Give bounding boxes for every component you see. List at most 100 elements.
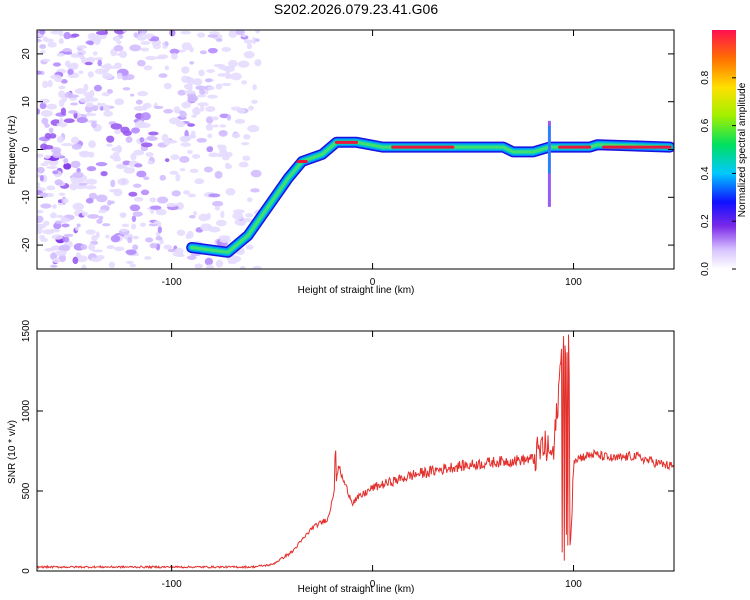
noise-blob	[238, 221, 246, 227]
noise-blob	[61, 143, 73, 147]
noise-blob	[200, 223, 213, 232]
noise-blob	[252, 265, 262, 269]
noise-blob	[195, 85, 206, 91]
noise-blob	[46, 103, 58, 110]
noise-blob	[204, 257, 214, 266]
noise-blob	[109, 154, 121, 160]
noise-blob	[186, 255, 197, 260]
noise-blob	[194, 178, 205, 185]
noise-blob	[215, 219, 227, 227]
noise-blob	[37, 223, 43, 231]
noise-blob	[52, 62, 61, 67]
noise-blob	[84, 61, 93, 66]
noise-blob	[52, 257, 61, 264]
noise-blob	[145, 55, 157, 61]
noise-blob	[140, 142, 153, 148]
noise-blob	[147, 160, 154, 165]
noise-blob	[219, 131, 227, 135]
noise-blob	[131, 127, 140, 134]
noise-blob	[136, 170, 147, 178]
noise-blob	[93, 84, 102, 92]
noise-blob	[97, 59, 103, 67]
noise-blob	[215, 83, 223, 90]
noise-blob	[131, 215, 137, 223]
noise-blob	[153, 105, 164, 109]
noise-blob	[243, 39, 254, 44]
noise-blob	[96, 218, 103, 224]
noise-blob	[221, 47, 232, 52]
noise-blob	[208, 152, 220, 158]
noise-blob	[254, 59, 262, 67]
noise-blob	[226, 114, 232, 121]
noise-blob	[50, 264, 58, 268]
noise-blob	[206, 69, 216, 73]
noise-blob	[248, 105, 254, 111]
noise-blob	[40, 203, 52, 209]
noise-blob	[198, 213, 210, 222]
noise-blob	[246, 42, 252, 50]
noise-blob	[217, 153, 222, 158]
noise-blob	[113, 62, 122, 69]
spec-ytick-label: -10	[21, 190, 32, 205]
noise-blob	[72, 202, 84, 211]
noise-blob	[152, 43, 161, 50]
noise-blob	[163, 244, 173, 250]
colorbar-label: Normalized spectral amplitude	[737, 82, 748, 217]
noise-blob	[161, 133, 169, 142]
noise-blob	[116, 72, 123, 80]
noise-blob	[191, 153, 201, 159]
noise-blob	[221, 153, 230, 161]
noise-blob	[92, 249, 104, 253]
noise-blob	[215, 259, 224, 268]
noise-blob	[180, 142, 192, 147]
noise-blob	[233, 255, 242, 263]
noise-blob	[126, 260, 134, 265]
noise-blob	[175, 121, 186, 128]
noise-blob	[171, 190, 181, 197]
noise-blob	[44, 154, 51, 159]
noise-blob	[191, 114, 197, 118]
noise-blob	[70, 136, 80, 145]
noise-blob	[245, 244, 254, 250]
noise-blob	[163, 109, 174, 114]
noise-blob	[39, 174, 44, 182]
noise-blob	[41, 117, 49, 125]
noise-blob	[85, 178, 98, 185]
noise-blob	[81, 211, 88, 217]
noise-blob	[171, 52, 178, 60]
noise-blob	[238, 161, 249, 168]
noise-blob	[96, 194, 108, 203]
noise-blob	[243, 134, 251, 140]
noise-blob	[101, 92, 111, 97]
noise-blob	[179, 156, 190, 163]
noise-blob	[241, 80, 248, 85]
noise-blob	[105, 234, 110, 239]
noise-blob	[217, 73, 228, 77]
noise-blob	[149, 205, 162, 210]
noise-blob	[129, 44, 142, 52]
noise-blob	[133, 32, 139, 38]
noise-blob	[207, 34, 219, 38]
noise-blob	[192, 211, 198, 216]
noise-blob	[219, 124, 227, 128]
noise-blob	[100, 171, 108, 177]
noise-blob	[102, 223, 111, 227]
noise-blob	[196, 137, 207, 143]
noise-blob	[169, 48, 180, 55]
noise-blob	[132, 211, 143, 217]
noise-blob	[132, 244, 139, 251]
noise-blob	[61, 223, 70, 228]
noise-blob	[205, 123, 214, 131]
noise-blob	[218, 235, 231, 241]
noise-blob	[212, 200, 224, 207]
noise-blob	[221, 82, 232, 87]
noise-blob	[242, 155, 251, 161]
spectrogram-x-label: Height of straight line (km)	[298, 285, 415, 296]
noise-blob	[114, 129, 121, 135]
noise-blob	[166, 139, 178, 144]
noise-blob	[47, 80, 53, 88]
noise-blob	[211, 116, 219, 121]
noise-blob	[247, 124, 260, 133]
noise-blob	[83, 83, 89, 92]
snr-ytick-label: 1500	[21, 319, 32, 342]
